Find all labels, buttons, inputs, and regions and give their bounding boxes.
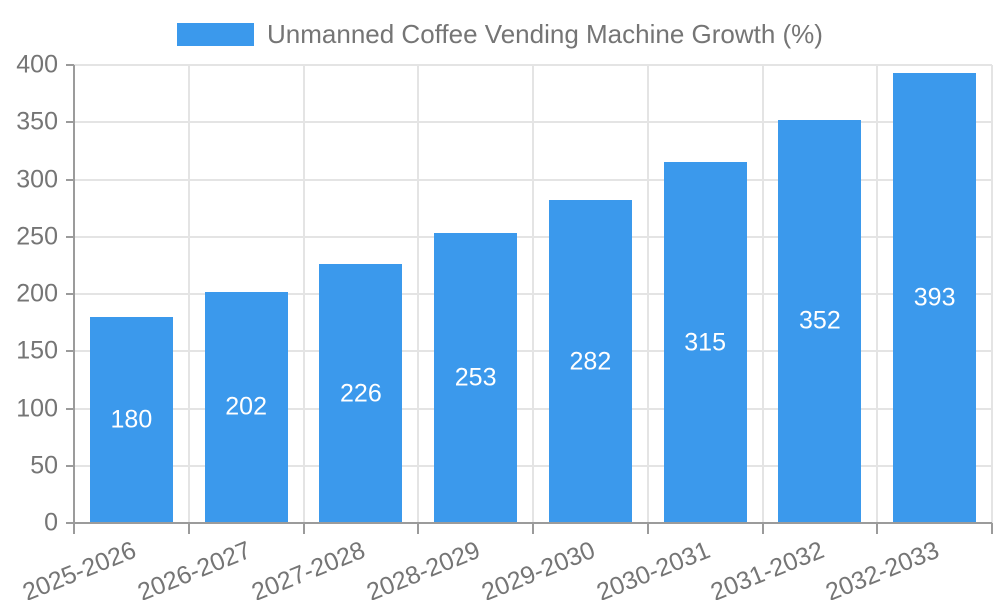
- bar: [893, 73, 977, 523]
- bar: [89, 316, 173, 523]
- x-axis-category-label: 2027-2028: [248, 536, 370, 600]
- bar-value-label: 393: [913, 283, 956, 312]
- x-axis-category-label: 2028-2029: [362, 536, 485, 600]
- v-gridline: [302, 65, 305, 523]
- v-gridline: [876, 65, 879, 523]
- y-axis-tick: [66, 407, 74, 410]
- y-axis-tick-label: 300: [16, 165, 58, 193]
- y-axis-tick: [66, 235, 74, 238]
- y-axis-tick: [66, 178, 74, 181]
- x-axis-line: [66, 522, 992, 524]
- bar-value-label: 352: [799, 306, 841, 335]
- bar-value-label: 180: [110, 405, 153, 434]
- x-axis-category-label: 2031-2032: [707, 536, 829, 600]
- bar: [663, 162, 747, 523]
- x-axis-tick: [876, 523, 879, 534]
- x-axis-category-label: 2026-2027: [133, 536, 255, 600]
- x-axis-tick: [532, 523, 534, 534]
- x-axis-tick: [646, 523, 649, 534]
- y-axis-tick: [66, 350, 74, 353]
- x-axis-tick: [302, 523, 305, 534]
- x-axis-category-label: 2030-2031: [592, 536, 714, 600]
- v-gridline: [761, 65, 764, 523]
- legend-swatch: [177, 23, 255, 46]
- y-axis-tick-label: 150: [16, 336, 58, 365]
- bar: [434, 233, 518, 523]
- bar: [319, 264, 403, 523]
- y-axis-tick-label: 0: [44, 508, 58, 537]
- bar-value-label: 202: [225, 392, 267, 421]
- y-axis-tick-label: 350: [16, 107, 58, 136]
- y-axis-tick-label: 200: [16, 279, 58, 308]
- v-gridline: [532, 65, 534, 523]
- v-gridline: [187, 65, 190, 523]
- x-axis-category-label: 2032-2033: [821, 536, 944, 600]
- y-axis-tick-label: 50: [30, 451, 58, 480]
- bar-value-label: 226: [340, 379, 382, 408]
- bar: [778, 119, 862, 523]
- x-axis-category-label: 2025-2026: [18, 536, 140, 600]
- bar-value-label: 253: [454, 363, 497, 392]
- y-axis-tick: [66, 293, 74, 295]
- y-axis-tick-label: 400: [16, 50, 58, 79]
- v-gridline: [991, 65, 993, 523]
- x-axis-tick: [73, 523, 75, 534]
- y-axis-tick: [66, 464, 74, 467]
- x-axis-tick: [991, 523, 993, 534]
- legend-label: Unmanned Coffee Vending Machine Growth (…: [267, 19, 823, 49]
- v-gridline: [417, 65, 420, 523]
- x-axis-tick: [761, 523, 764, 534]
- bar-value-label: 282: [569, 347, 612, 376]
- y-axis-line: [73, 65, 75, 525]
- v-gridline: [646, 65, 649, 523]
- x-axis-tick: [417, 523, 420, 534]
- y-axis-tick: [66, 64, 74, 66]
- legend[interactable]: Unmanned Coffee Vending Machine Growth (…: [0, 19, 1000, 50]
- bar-value-label: 315: [684, 328, 726, 357]
- y-axis-tick-label: 250: [16, 222, 58, 251]
- y-axis-tick-label: 100: [16, 394, 58, 422]
- x-axis-category-label: 2029-2030: [477, 536, 599, 600]
- y-axis-tick: [66, 121, 74, 124]
- bar: [204, 291, 288, 523]
- x-axis-tick: [187, 523, 190, 534]
- bar: [548, 200, 632, 523]
